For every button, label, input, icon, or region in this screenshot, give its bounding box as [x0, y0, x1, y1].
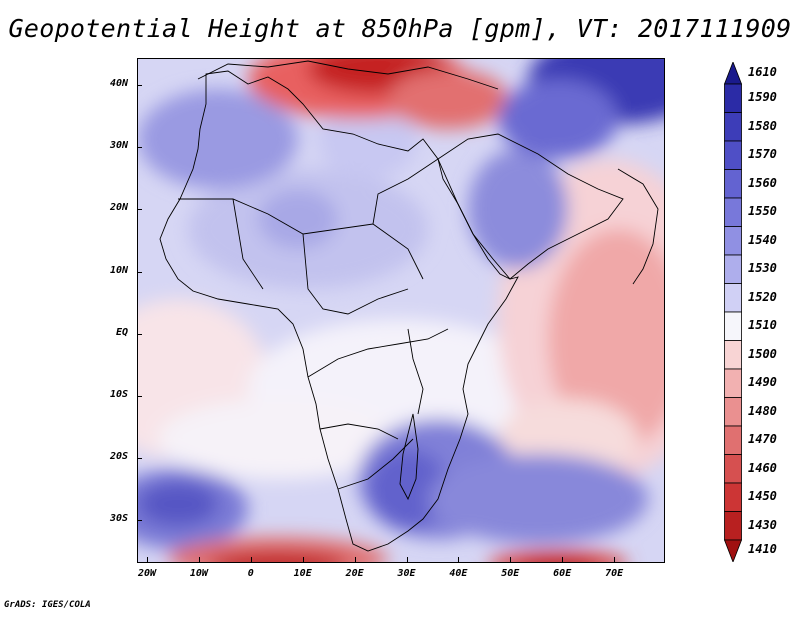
lat-tick [137, 271, 142, 273]
lat-label-eq: EQ [115, 326, 128, 338]
lon-label-20e: 20E [345, 568, 364, 579]
lon-label-30e: 30E [397, 568, 416, 579]
colorbar-swatch [724, 226, 742, 256]
africa-outline [159, 70, 519, 552]
colorbar-level-1490: 1490 [748, 375, 777, 390]
colorbar-swatch [724, 197, 742, 227]
lat-tick [137, 333, 142, 335]
colorbar-swatch [724, 112, 742, 142]
lon-label-10e: 10E [293, 568, 312, 579]
lat-label-40n: 40N [109, 78, 128, 89]
border-sahara [178, 198, 424, 280]
lon-tick [562, 557, 564, 562]
colorbar-level-1430: 1430 [748, 517, 777, 532]
lon-label-60e: 60E [553, 568, 572, 579]
lat-label-20s: 20S [109, 451, 128, 463]
lon-tick [510, 557, 512, 562]
europe-coast [197, 60, 499, 90]
colorbar-level-1590: 1590 [748, 90, 777, 105]
colorbar-swatch [724, 425, 742, 455]
colorbar-level-1450: 1450 [748, 489, 777, 504]
border-angola [319, 423, 399, 440]
border-libya [372, 158, 439, 225]
lon-tick [354, 557, 356, 562]
lat-tick [137, 85, 142, 86]
border-rift [407, 328, 424, 415]
colorbar-swatch [724, 62, 742, 85]
colorbar-level-1470: 1470 [748, 432, 777, 447]
border-equatorial [307, 328, 449, 378]
lon-label-0: 0 [247, 568, 254, 579]
colorbar-level-1560: 1560 [748, 175, 777, 190]
colorbar-level-1530: 1530 [748, 261, 777, 276]
lat-label-30n: 30N [109, 140, 128, 152]
lon-label-50e: 50E [501, 568, 520, 579]
lon-tick [147, 557, 148, 562]
madagascar-outline [399, 413, 419, 501]
lon-tick [406, 557, 408, 562]
lon-label-70e: 70E [605, 568, 624, 579]
colorbar-swatch [724, 539, 742, 562]
colorbar-swatch [724, 254, 742, 284]
lat-tick [137, 396, 142, 397]
colorbar-level-1500: 1500 [748, 346, 777, 361]
colorbar-swatch [724, 368, 742, 398]
map-panel [137, 58, 665, 563]
lat-label-10n: 10N [109, 264, 128, 276]
coastlines [159, 60, 659, 552]
colorbar-swatch [724, 140, 742, 170]
colorbar-level-1410: 1410 [748, 541, 777, 556]
colorbar-level-1520: 1520 [748, 289, 777, 304]
lon-label-40e: 40E [449, 568, 468, 579]
lon-tick [302, 557, 304, 562]
lat-tick [137, 209, 142, 211]
lat-label-20n: 20N [109, 202, 128, 214]
lat-label-30s: 30S [109, 513, 128, 525]
lon-label-10w: 10W [189, 568, 208, 579]
colorbar-swatch [724, 454, 742, 484]
india-coast [617, 168, 659, 285]
colorbar-level-1540: 1540 [748, 232, 777, 247]
colorbar [724, 62, 742, 562]
border-central [302, 233, 409, 315]
lat-label-10s: 10S [109, 389, 128, 400]
lon-tick [250, 557, 252, 562]
grads-credit: GrADS: IGES/COLA [4, 600, 91, 610]
arabia-outline [437, 133, 624, 280]
colorbar-swatch [724, 397, 742, 427]
lat-tick [137, 458, 142, 460]
lon-tick [198, 557, 200, 562]
height-field [138, 59, 664, 562]
colorbar-swatch [724, 511, 742, 541]
colorbar-level-1570: 1570 [748, 147, 777, 162]
lat-tick [137, 520, 142, 522]
lon-label-20w: 20W [137, 568, 157, 579]
colorbar-swatch [724, 83, 742, 113]
lon-tick [458, 557, 460, 562]
colorbar-level-1510: 1510 [748, 318, 777, 333]
border-west [232, 198, 264, 290]
colorbar-swatch [724, 311, 742, 341]
colorbar-level-1460: 1460 [748, 460, 777, 475]
border-south [337, 438, 414, 490]
colorbar-swatch [724, 169, 742, 199]
colorbar-level-1480: 1480 [748, 403, 777, 418]
map-title: Geopotential Height at 850hPa [gpm], VT:… [8, 14, 792, 43]
colorbar-level-1610: 1610 [748, 65, 777, 79]
colorbar-swatch [724, 340, 742, 370]
lon-tick [614, 557, 616, 562]
colorbar-level-1550: 1550 [748, 204, 777, 219]
lat-tick [137, 147, 142, 149]
colorbar-level-1580: 1580 [748, 118, 777, 133]
geopotential-map [138, 59, 664, 562]
colorbar-swatch [724, 482, 742, 512]
colorbar-swatch [724, 283, 742, 313]
